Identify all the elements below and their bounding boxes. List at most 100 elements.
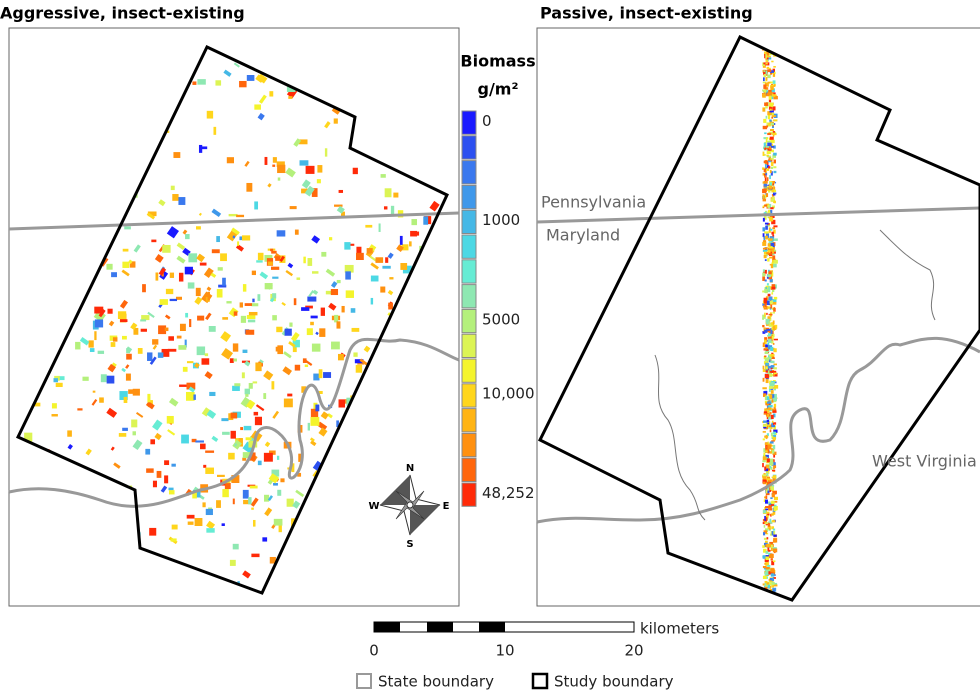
raster-patch [773, 80, 776, 84]
raster-patch [131, 500, 135, 503]
raster-patch [339, 190, 343, 193]
raster-patch [285, 329, 292, 336]
raster-patch [764, 161, 767, 164]
raster-patch [248, 497, 251, 504]
scale-tick: 0 [369, 642, 379, 660]
raster-patch [243, 490, 249, 499]
raster-patch [245, 303, 252, 306]
raster-patch [317, 165, 322, 173]
raster-patch [247, 315, 256, 319]
raster-patch [346, 290, 354, 298]
scale-tick: 20 [624, 642, 643, 660]
raster-patch [319, 369, 323, 378]
raster-patch [282, 366, 292, 375]
raster-patch [764, 175, 766, 177]
raster-patch [766, 137, 768, 139]
raster-patch [763, 431, 766, 433]
raster-patch [271, 267, 279, 270]
raster-patch [336, 321, 340, 328]
raster-patch [209, 392, 215, 396]
raster-patch [277, 165, 285, 173]
compass-label: E [443, 501, 450, 512]
raster-patch [150, 439, 155, 444]
raster-patch [770, 304, 772, 308]
raster-patch [383, 540, 390, 546]
raster-patch [773, 548, 777, 552]
raster-patch [75, 342, 80, 350]
raster-patch [267, 183, 271, 187]
raster-patch [367, 379, 374, 383]
raster-patch [161, 486, 167, 493]
raster-patch [767, 143, 771, 147]
raster-patch [42, 293, 48, 299]
legend-swatch [462, 359, 476, 382]
raster-patch [275, 256, 280, 261]
raster-patch [366, 116, 372, 119]
raster-patch [767, 544, 771, 548]
raster-patch [279, 525, 282, 533]
raster-patch [374, 486, 382, 489]
raster-patch [84, 268, 89, 271]
raster-patch [183, 230, 188, 235]
raster-patch [765, 374, 769, 378]
raster-patch [441, 215, 446, 222]
state-label: Pennsylvania [541, 193, 646, 212]
raster-patch [773, 466, 775, 469]
raster-patch [123, 249, 129, 252]
scale-tick: 10 [495, 642, 514, 660]
raster-patch [763, 448, 765, 452]
raster-patch [48, 53, 55, 55]
raster-patch [213, 127, 216, 135]
raster-patch [773, 119, 777, 121]
raster-patch [400, 364, 402, 368]
raster-patch [26, 552, 33, 560]
raster-patch [762, 318, 764, 320]
raster-patch [134, 244, 141, 252]
raster-patch [54, 378, 58, 382]
raster-patch [110, 59, 114, 63]
raster-patch [258, 461, 262, 465]
raster-patch [385, 257, 388, 263]
raster-patch [264, 453, 273, 462]
scale-unit: kilometers [640, 620, 719, 638]
raster-patch [36, 141, 40, 146]
raster-patch [768, 449, 770, 453]
raster-patch [411, 219, 417, 225]
raster-patch [764, 313, 766, 317]
raster-patch [82, 67, 87, 73]
raster-patch [764, 44, 767, 46]
raster-patch [24, 252, 33, 260]
raster-patch [84, 246, 88, 249]
raster-patch [132, 439, 142, 450]
raster-patch [766, 43, 768, 46]
raster-patch [154, 433, 161, 440]
raster-patch [768, 243, 771, 246]
raster-patch [277, 456, 279, 460]
raster-patch [764, 231, 768, 233]
raster-patch [774, 171, 777, 173]
legend-swatch [462, 136, 476, 159]
raster-patch [769, 271, 772, 274]
raster-patch [267, 589, 270, 593]
raster-patch [767, 445, 771, 449]
raster-patch [767, 410, 770, 412]
raster-patch [361, 81, 363, 84]
raster-patch [351, 308, 356, 313]
raster-patch [295, 490, 304, 497]
raster-patch [762, 460, 765, 462]
raster-patch [152, 339, 158, 344]
raster-patch [92, 122, 94, 126]
raster-patch [254, 201, 258, 209]
raster-patch [389, 433, 394, 439]
raster-patch [766, 60, 769, 62]
raster-patch [209, 326, 216, 332]
raster-patch [287, 394, 292, 397]
raster-patch [767, 67, 770, 69]
raster-patch [303, 528, 306, 532]
raster-patch [773, 343, 775, 345]
raster-patch [762, 387, 766, 389]
raster-patch [327, 470, 330, 473]
raster-patch [770, 86, 773, 90]
raster-patch [773, 512, 775, 514]
raster-patch [50, 586, 58, 595]
